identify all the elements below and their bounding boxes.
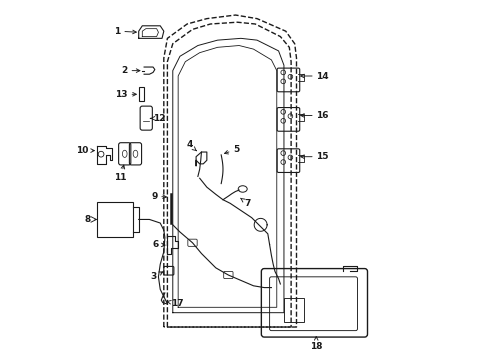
Text: 4: 4: [186, 140, 196, 151]
Bar: [139, 87, 144, 101]
Text: 10: 10: [76, 146, 94, 155]
Text: 6: 6: [152, 240, 164, 249]
Text: 18: 18: [309, 337, 322, 351]
Text: 3: 3: [150, 272, 163, 281]
Text: 2: 2: [122, 66, 140, 75]
Text: 17: 17: [166, 299, 183, 308]
Text: 13: 13: [115, 90, 136, 99]
Text: 12: 12: [150, 114, 165, 123]
Bar: [284, 298, 303, 321]
Text: 14: 14: [300, 72, 328, 81]
Text: 16: 16: [300, 111, 328, 120]
Text: 8: 8: [84, 215, 90, 224]
Text: 1: 1: [114, 27, 136, 36]
Bar: [97, 202, 133, 237]
Text: 9: 9: [151, 192, 166, 201]
Text: 5: 5: [224, 145, 239, 154]
Text: 15: 15: [300, 152, 328, 161]
Text: 7: 7: [240, 198, 250, 208]
Text: 11: 11: [114, 165, 127, 182]
